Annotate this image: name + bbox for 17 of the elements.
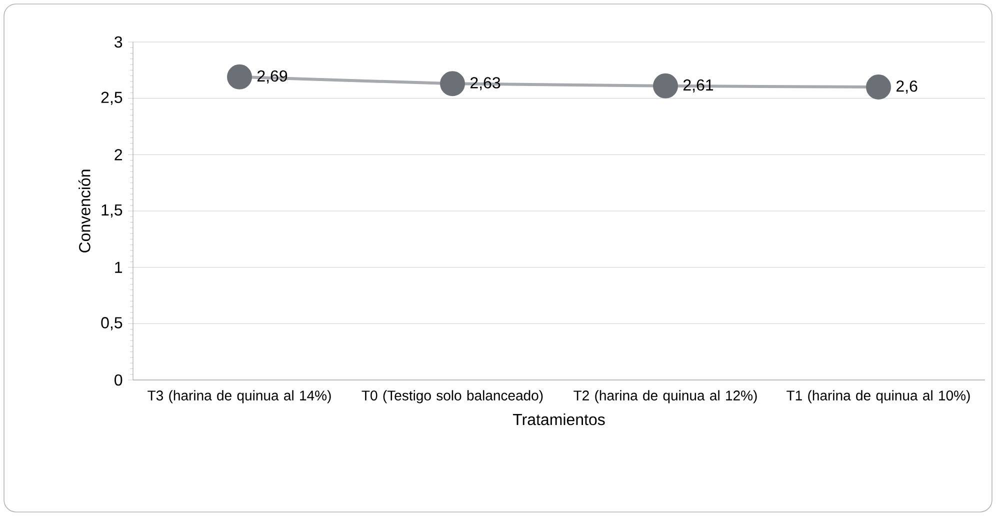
- x-tick-label: T0 (Testigo solo balanceado): [362, 390, 543, 404]
- y-tick-label: 0: [114, 374, 122, 386]
- y-tick-label: 1: [115, 262, 122, 273]
- y-tick-label: 2,5: [101, 92, 122, 105]
- data-label: 2,69: [258, 70, 288, 84]
- x-tick-label: T2 (harina de quinua al 12%): [574, 390, 757, 404]
- y-tick-label: 0,5: [101, 317, 122, 330]
- data-label: 2,63: [470, 77, 500, 90]
- x-axis-title: Tratamientos: [512, 413, 605, 426]
- y-tick-label: 1,5: [102, 204, 122, 218]
- x-tick-label: T3 (harina de quinua al 14%): [148, 390, 331, 404]
- y-axis-title: Convención: [78, 170, 90, 252]
- y-tick-label: 2: [114, 149, 122, 160]
- y-tick-label: 3: [114, 36, 122, 48]
- data-label: 2,61: [684, 79, 714, 93]
- x-tick-label: T1 (harina de quinua al 10%): [786, 390, 970, 404]
- data-label: 2,6: [896, 80, 918, 94]
